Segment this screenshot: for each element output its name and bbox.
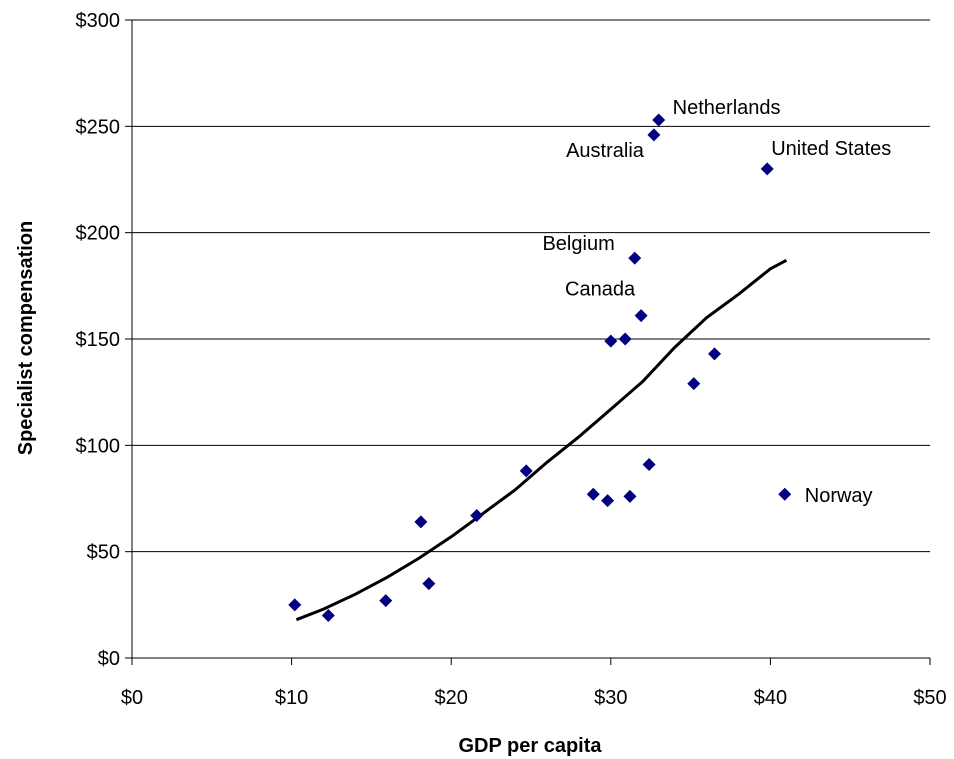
data-point-6 (519, 464, 533, 478)
data-point-2 (379, 594, 393, 608)
data-point-0 (288, 598, 302, 612)
x-tick-label-0: $0 (121, 687, 143, 709)
data-point-5 (470, 509, 484, 523)
grid-lines (132, 19, 930, 553)
y-tick-label-0: $0 (98, 648, 120, 670)
point-labels: Belgium Canada Australia Netherlands United … (542, 97, 891, 507)
data-point-3 (414, 515, 428, 529)
data-point-12 (628, 251, 642, 265)
data-point-15 (647, 128, 661, 142)
point-label-19: United States (771, 138, 891, 160)
data-point-8 (601, 494, 615, 508)
data-point-9 (604, 334, 618, 348)
data-point-7 (586, 487, 600, 501)
axis-ticks: $0 $50 $100 $150 $200 $250 $300 $0 $10 $20 $30 $40 $… (76, 10, 947, 709)
y-tick-label-3: $150 (76, 329, 121, 351)
point-label-12: Belgium (542, 233, 614, 255)
x-tick-label-1: $10 (275, 687, 308, 709)
data-point-16 (652, 113, 666, 127)
data-point-14 (642, 457, 656, 471)
x-tick-label-5: $50 (913, 687, 946, 709)
y-tick-label-2: $100 (76, 435, 121, 457)
y-axis-title: Specialist compensation (15, 221, 37, 456)
point-label-20: Norway (805, 485, 873, 507)
data-point-17 (687, 377, 701, 391)
data-point-13 (634, 309, 648, 323)
x-tick-label-3: $30 (594, 687, 627, 709)
point-label-13: Canada (565, 279, 636, 301)
data-point-19 (760, 162, 774, 176)
data-point-1 (321, 608, 335, 622)
data-point-4 (422, 577, 436, 591)
trendline (295, 258, 788, 622)
data-point-18 (708, 347, 722, 361)
data-point-10 (618, 332, 632, 346)
y-tick-label-1: $50 (87, 542, 120, 564)
point-label-15: Australia (566, 140, 645, 162)
data-points (288, 113, 792, 622)
y-tick-label-6: $300 (76, 10, 121, 32)
data-point-20 (778, 487, 792, 501)
x-tick-label-4: $40 (754, 687, 787, 709)
y-tick-label-5: $250 (76, 116, 121, 138)
point-label-16: Netherlands (673, 97, 781, 119)
y-tick-label-4: $200 (76, 223, 121, 245)
data-point-11 (623, 489, 637, 503)
x-tick-label-2: $20 (435, 687, 468, 709)
x-axis-title: GDP per capita (458, 735, 602, 757)
